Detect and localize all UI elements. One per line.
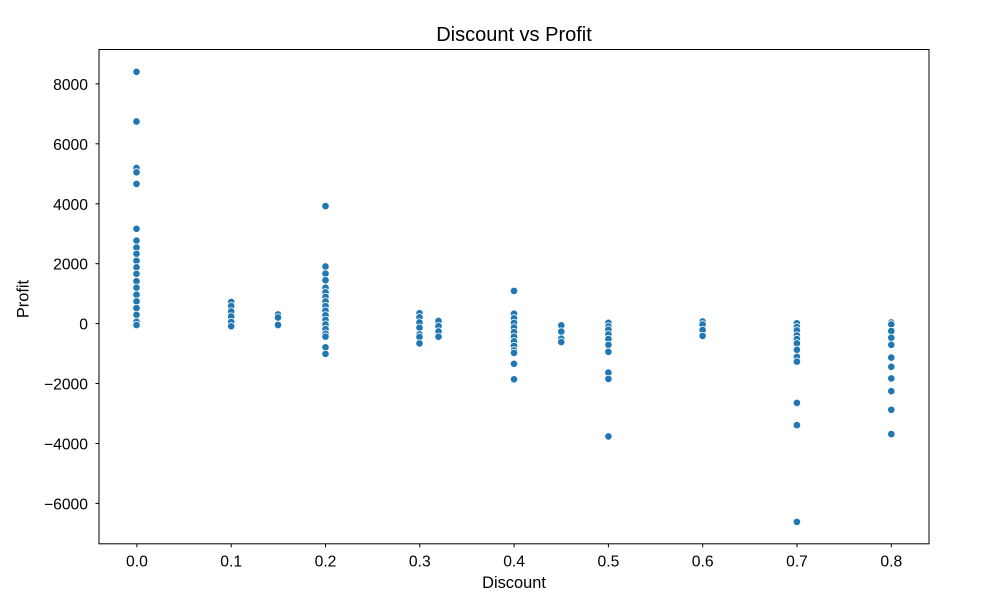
svg-text:0.6: 0.6 [692, 554, 714, 571]
svg-text:0.5: 0.5 [597, 554, 619, 571]
svg-text:−6000: −6000 [44, 496, 88, 513]
svg-text:0.3: 0.3 [409, 554, 431, 571]
svg-text:0.2: 0.2 [315, 554, 337, 571]
svg-text:−2000: −2000 [44, 377, 88, 394]
svg-text:8000: 8000 [53, 77, 88, 94]
svg-text:0.4: 0.4 [503, 554, 525, 571]
svg-text:0.1: 0.1 [220, 554, 242, 571]
svg-text:0.8: 0.8 [880, 554, 902, 571]
svg-text:Discount: Discount [482, 574, 546, 592]
svg-text:0: 0 [79, 317, 88, 334]
svg-text:2000: 2000 [53, 257, 88, 274]
svg-text:4000: 4000 [53, 197, 88, 214]
svg-text:0.0: 0.0 [126, 554, 148, 571]
svg-text:6000: 6000 [53, 137, 88, 154]
svg-text:Discount vs Profit: Discount vs Profit [436, 24, 592, 46]
svg-text:Profit: Profit [15, 279, 33, 318]
svg-text:0.7: 0.7 [786, 554, 808, 571]
svg-text:−4000: −4000 [44, 437, 88, 454]
